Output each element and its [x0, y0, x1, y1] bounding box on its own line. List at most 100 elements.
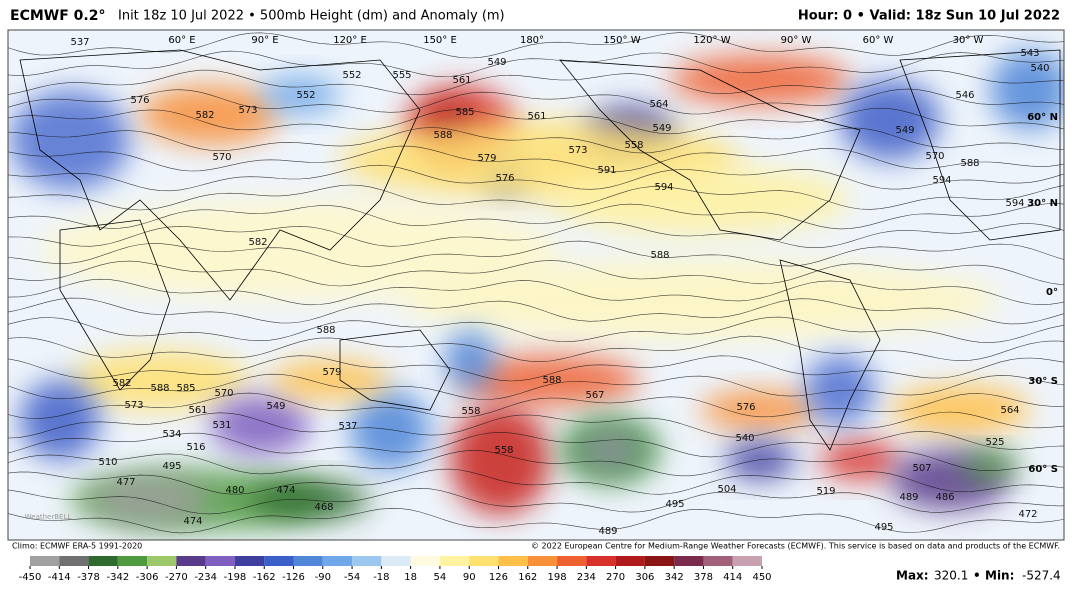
contour-label: 570 — [925, 151, 944, 162]
colorbar-swatch — [234, 556, 265, 566]
anomaly-shading — [805, 355, 875, 425]
contour-label: 540 — [1030, 63, 1049, 74]
contour-label: 573 — [238, 105, 257, 116]
contour-label: 489 — [899, 492, 918, 503]
colorbar-label: -54 — [344, 572, 360, 583]
height-contour — [8, 145, 1064, 172]
contour-label: 477 — [116, 477, 135, 488]
longitude-label: 150° W — [603, 35, 640, 46]
colorbar-swatch — [732, 556, 762, 566]
longitude-label: 60° E — [168, 35, 195, 46]
contour-label: 549 — [895, 125, 914, 136]
contour-label: 561 — [188, 405, 207, 416]
contour-label: 591 — [597, 165, 616, 176]
colorbar-label: -342 — [106, 572, 129, 583]
anomaly-shading — [460, 355, 640, 405]
contour-label: 552 — [296, 90, 315, 101]
height-contour — [8, 468, 1064, 495]
colorbar-swatch — [352, 556, 382, 566]
anomaly-shading — [10, 90, 130, 190]
colorbar-swatch — [527, 556, 558, 566]
anomaly-shading — [90, 475, 210, 525]
colorbar-label: -234 — [194, 572, 217, 583]
contour-label: 549 — [266, 401, 285, 412]
contour-label: 495 — [162, 461, 181, 472]
anomaly-shading — [990, 50, 1064, 130]
anomaly-shading — [890, 385, 1030, 435]
coastline — [559, 59, 861, 241]
contour-label: 552 — [342, 70, 361, 81]
height-contour — [8, 411, 1064, 439]
contour-label: 579 — [322, 367, 341, 378]
contour-label: 543 — [1020, 48, 1039, 59]
title-bold: ECMWF 0.2° — [10, 8, 105, 24]
contour-label: 588 — [542, 375, 561, 386]
colorbar-swatch — [381, 556, 411, 566]
contour-label: 570 — [212, 152, 231, 163]
colorbar: -450 -414 -378 -342 -306 -270 -234 -198 -162 -126… — [19, 556, 772, 583]
anomaly-shading — [450, 405, 550, 515]
contour-label: 579 — [477, 153, 496, 164]
contour-label: 564 — [649, 99, 668, 110]
coastline — [779, 259, 881, 451]
contour-label: 570 — [214, 388, 233, 399]
contour-label: 576 — [495, 173, 514, 184]
height-contour — [8, 107, 1064, 135]
contour-label: 558 — [624, 140, 643, 151]
longitude-label: 180° — [520, 35, 544, 46]
contour-label: 573 — [124, 400, 143, 411]
longitude-label: 60° W — [863, 35, 894, 46]
colorbar-label: 414 — [723, 572, 742, 583]
contour-label: 474 — [276, 485, 295, 496]
contour-label: 489 — [598, 526, 617, 537]
contour-label: 534 — [162, 429, 181, 440]
height-contour — [8, 297, 1064, 325]
height-contour — [8, 260, 1064, 287]
colorbar-swatch — [59, 556, 89, 566]
contour-label: 582 — [248, 237, 267, 248]
colorbar-label: 126 — [489, 572, 508, 583]
colorbar-label: -18 — [373, 572, 389, 583]
height-contour — [8, 184, 1064, 211]
map: 60° E 90° E 120° E 150° E 180° 150° W 120° W 90… — [8, 30, 1064, 540]
anomaly-shading — [270, 360, 390, 400]
colorbar-label: 162 — [518, 572, 537, 583]
colorbar-label: -378 — [77, 572, 100, 583]
anomaly-shading — [820, 440, 900, 480]
colorbar-swatch — [674, 556, 704, 566]
contour-label: 537 — [70, 37, 89, 48]
contour-label: 561 — [452, 75, 471, 86]
height-contour — [8, 487, 1064, 515]
contour-label: 486 — [935, 492, 954, 503]
anomaly-shading — [960, 450, 1020, 480]
anomaly-shading — [445, 330, 495, 390]
colorbar-swatch — [147, 556, 177, 566]
latitude-label: 60° S — [1028, 464, 1058, 475]
min-label: Min: — [985, 569, 1014, 583]
longitude-label: 90° E — [251, 35, 278, 46]
contour-label: 585 — [455, 107, 474, 118]
map-frame — [7, 29, 1065, 541]
contour-label: 549 — [652, 123, 671, 134]
colorbar-swatch — [264, 556, 294, 566]
contour-label: 495 — [665, 499, 684, 510]
contour-label: 474 — [183, 516, 202, 527]
contour-label: 564 — [1000, 405, 1019, 416]
longitude-label: 120° E — [333, 35, 367, 46]
contour-label: 472 — [1018, 509, 1037, 520]
contour-label: 588 — [316, 325, 335, 336]
copyright: © 2022 European Centre for Medium-Range … — [531, 542, 1060, 551]
contour-label: 558 — [494, 445, 513, 456]
colorbar-label: 378 — [694, 572, 713, 583]
height-contour — [8, 164, 1064, 192]
height-contour — [8, 355, 1064, 382]
height-contour — [8, 335, 1064, 363]
contour-label: 594 — [1005, 198, 1024, 209]
height-contour — [8, 32, 1064, 59]
max-label: Max: — [896, 569, 929, 583]
title-rest: Init 18z 10 Jul 2022 • 500mb Height (dm)… — [118, 9, 505, 24]
contour-label: 585 — [176, 383, 195, 394]
header-bg — [0, 0, 1080, 30]
colorbar-swatch — [176, 556, 206, 566]
contour-label: 582 — [112, 378, 131, 389]
